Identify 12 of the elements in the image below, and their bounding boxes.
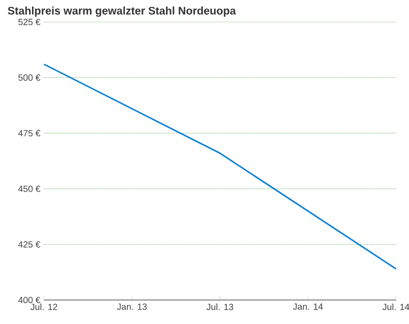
x-tick-label: Jan. 13	[117, 304, 147, 310]
x-tick-label: Jul. 12	[30, 304, 58, 310]
y-tick-label: 400 €	[18, 296, 40, 304]
chart-title: Stahlpreis warm gewalzter Stahl Nordeuopa	[8, 6, 236, 17]
y-tick-label: 525 €	[18, 18, 40, 26]
y-tick-label: 450 €	[18, 186, 40, 192]
x-tick-label: Jul. 14	[382, 304, 409, 310]
y-tick-label: 425 €	[18, 241, 40, 248]
y-tick-label: 475 €	[18, 130, 40, 136]
x-tick-label: Jan. 14	[293, 304, 323, 310]
y-tick-label: 500 €	[18, 74, 40, 81]
x-tick-label: Jul. 13	[206, 304, 234, 310]
